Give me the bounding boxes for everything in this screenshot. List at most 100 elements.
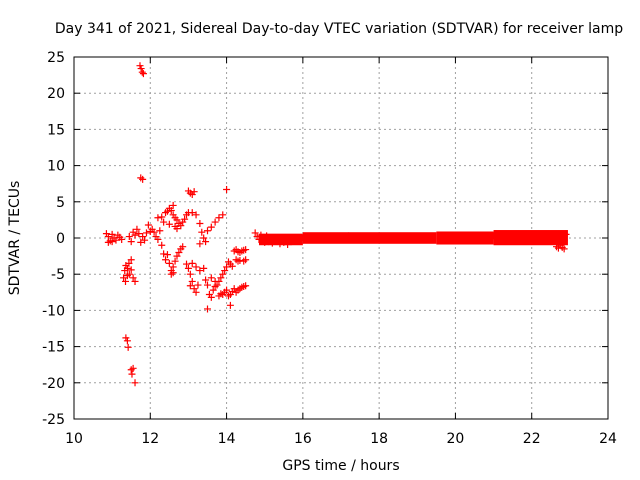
data-point	[133, 225, 141, 233]
data-point	[123, 264, 131, 272]
x-tick-label: 10	[65, 431, 83, 447]
data-point	[223, 286, 231, 294]
data-point	[482, 233, 490, 241]
data-point	[108, 238, 116, 246]
data-point	[150, 228, 158, 236]
x-tick-label: 14	[218, 431, 236, 447]
data-point	[345, 232, 353, 240]
data-point	[200, 264, 208, 272]
data-point	[280, 238, 288, 246]
data-point	[127, 266, 135, 274]
data-point	[131, 379, 139, 387]
data-point	[135, 230, 143, 238]
dense-band	[302, 232, 437, 244]
data-point	[560, 245, 568, 253]
data-point	[139, 70, 147, 78]
data-point	[194, 281, 202, 289]
y-axis-label: SDTVAR / TECUs	[7, 181, 23, 296]
data-point	[287, 238, 295, 246]
data-point	[207, 223, 215, 231]
data-point	[558, 233, 566, 241]
data-point	[263, 232, 271, 240]
data-point	[429, 235, 437, 243]
data-point	[352, 234, 360, 242]
data-point	[190, 188, 198, 196]
data-point	[490, 232, 498, 240]
data-point	[217, 274, 225, 282]
data-point	[505, 234, 513, 242]
data-point	[192, 211, 200, 219]
data-point	[204, 305, 211, 313]
data-point	[137, 238, 145, 246]
data-point	[121, 277, 129, 285]
data-point	[165, 220, 173, 228]
data-point	[192, 288, 200, 296]
x-tick-label: 12	[141, 431, 159, 447]
data-point	[497, 233, 505, 241]
data-point	[154, 214, 162, 222]
data-point	[177, 222, 185, 230]
y-tick-label: -20	[42, 376, 65, 392]
data-point	[329, 235, 337, 243]
data-point	[173, 216, 181, 224]
y-tick-label: -15	[42, 340, 65, 356]
data-point	[255, 235, 263, 243]
data-point	[125, 233, 133, 241]
dense-bands-layer	[258, 230, 568, 246]
data-point	[127, 256, 135, 264]
dense-band	[493, 230, 568, 246]
data-point	[179, 243, 187, 251]
y-tick-label: -10	[42, 303, 65, 319]
data-point	[108, 230, 116, 238]
y-tick-label: 5	[56, 195, 65, 211]
data-point	[467, 233, 475, 241]
y-tick-label: 0	[56, 231, 65, 247]
data-point	[268, 239, 276, 247]
data-point	[204, 281, 211, 289]
data-point	[520, 233, 528, 241]
data-point	[118, 235, 126, 243]
data-point	[261, 238, 269, 246]
data-point	[562, 230, 570, 238]
data-point	[200, 234, 208, 242]
data-point	[276, 240, 284, 248]
data-point	[141, 236, 149, 244]
data-point	[142, 229, 150, 237]
data-point	[398, 234, 406, 242]
data-point	[127, 238, 135, 246]
y-tick-label: 10	[47, 159, 65, 175]
data-point	[169, 201, 177, 209]
data-point	[242, 256, 250, 264]
x-tick-label: 24	[599, 431, 617, 447]
data-point	[162, 256, 170, 264]
data-point	[299, 234, 307, 242]
data-point	[139, 175, 147, 183]
y-tick-label: -25	[42, 412, 65, 428]
data-point	[551, 234, 559, 242]
data-point	[128, 370, 136, 378]
data-point	[528, 235, 536, 243]
data-point	[167, 206, 175, 214]
data-point	[242, 282, 250, 290]
data-point	[406, 235, 414, 243]
data-point	[131, 231, 139, 239]
data-point	[436, 235, 444, 243]
data-point	[451, 234, 459, 242]
data-point	[112, 236, 120, 244]
data-point	[368, 233, 376, 241]
data-point	[459, 233, 467, 241]
data-point	[219, 211, 227, 219]
data-point	[160, 250, 168, 258]
data-point	[211, 218, 219, 226]
data-point	[204, 227, 211, 235]
data-point	[104, 238, 112, 246]
data-point	[209, 286, 217, 294]
data-point	[165, 259, 173, 267]
data-point	[207, 293, 215, 301]
data-point	[173, 252, 181, 260]
data-point	[213, 281, 221, 289]
plot-frame	[73, 56, 609, 420]
data-point	[474, 234, 482, 242]
data-point	[226, 301, 234, 309]
